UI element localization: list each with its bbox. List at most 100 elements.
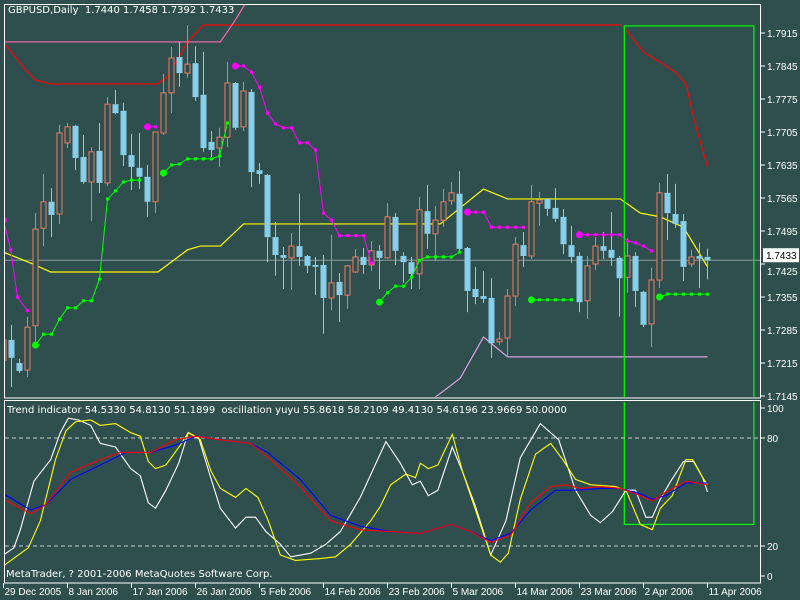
candle-body	[288, 245, 295, 259]
candle[interactable]	[104, 97, 111, 187]
candle[interactable]	[656, 182, 663, 289]
candle[interactable]	[192, 46, 199, 101]
candle[interactable]	[544, 198, 551, 216]
highlight-box-indicator	[623, 402, 755, 525]
candle[interactable]	[688, 249, 695, 267]
candle[interactable]	[680, 214, 687, 281]
candle[interactable]	[480, 271, 487, 304]
candle[interactable]	[608, 212, 615, 266]
price-pane-border	[4, 4, 761, 399]
candle[interactable]	[448, 181, 455, 206]
candle[interactable]	[640, 290, 647, 328]
candle[interactable]	[616, 255, 623, 317]
candle[interactable]	[320, 255, 327, 334]
candle[interactable]	[304, 255, 311, 273]
candle[interactable]	[208, 131, 215, 157]
candle[interactable]	[288, 232, 295, 290]
candle[interactable]	[576, 252, 583, 313]
candle[interactable]	[336, 272, 343, 322]
price-pane[interactable]	[0, 0, 760, 426]
candle[interactable]	[312, 256, 319, 296]
candle[interactable]	[528, 184, 535, 259]
candle[interactable]	[224, 61, 231, 148]
candle[interactable]	[624, 238, 631, 293]
stop-marker	[26, 309, 29, 313]
candle[interactable]	[384, 203, 391, 259]
candle-body	[248, 91, 255, 173]
candle[interactable]	[360, 247, 367, 274]
candle[interactable]	[464, 247, 471, 313]
candle[interactable]	[416, 197, 423, 289]
candle-body	[208, 141, 215, 150]
candle[interactable]	[400, 252, 407, 283]
candle[interactable]	[672, 183, 679, 229]
trend-indicator-values: 54.5330 54.8130 51.1899	[84, 405, 216, 416]
candle[interactable]	[352, 248, 359, 273]
candle[interactable]	[328, 234, 335, 311]
candle-body	[328, 282, 335, 299]
candle[interactable]	[512, 237, 519, 306]
candle[interactable]	[16, 358, 23, 373]
candle[interactable]	[432, 206, 439, 262]
candle[interactable]	[120, 102, 127, 166]
candle[interactable]	[240, 82, 247, 132]
candle[interactable]	[96, 123, 103, 193]
candle[interactable]	[48, 188, 55, 238]
candle-body	[344, 265, 351, 296]
candle[interactable]	[704, 248, 711, 280]
candle[interactable]	[64, 123, 71, 149]
candle[interactable]	[664, 173, 671, 240]
candle[interactable]	[56, 124, 63, 224]
candle[interactable]	[584, 255, 591, 320]
candle[interactable]	[232, 82, 239, 131]
candle[interactable]	[648, 267, 655, 347]
candle[interactable]	[112, 90, 119, 115]
candle[interactable]	[424, 184, 431, 249]
candle[interactable]	[456, 171, 463, 251]
candle[interactable]	[392, 213, 399, 265]
candle[interactable]	[536, 191, 543, 226]
candle[interactable]	[264, 173, 271, 263]
candle[interactable]	[256, 163, 263, 184]
candle[interactable]	[280, 247, 287, 289]
candle[interactable]	[200, 51, 207, 152]
candle[interactable]	[32, 213, 39, 342]
candle[interactable]	[560, 208, 567, 255]
candle[interactable]	[72, 124, 79, 171]
candle[interactable]	[592, 237, 599, 271]
candle[interactable]	[144, 165, 151, 217]
candle[interactable]	[488, 278, 495, 358]
candle[interactable]	[176, 41, 183, 87]
candle[interactable]	[296, 193, 303, 266]
candle[interactable]	[520, 231, 527, 267]
candle[interactable]	[272, 222, 279, 276]
candle[interactable]	[40, 173, 47, 247]
stop-marker	[306, 141, 309, 145]
candle[interactable]	[496, 331, 503, 346]
candle[interactable]	[344, 264, 351, 309]
candle[interactable]	[552, 188, 559, 223]
candle[interactable]	[80, 134, 87, 184]
ohlc-values: 1.7440 1.7458 1.7392 1.7433	[84, 5, 235, 16]
candle[interactable]	[368, 240, 375, 272]
candle[interactable]	[696, 242, 703, 289]
candle-body	[264, 174, 271, 238]
candle[interactable]	[1, 330, 7, 383]
candle[interactable]	[472, 266, 479, 305]
candle[interactable]	[24, 316, 31, 378]
candle[interactable]	[184, 24, 191, 78]
candle[interactable]	[568, 225, 575, 264]
candle[interactable]	[632, 252, 639, 307]
candle[interactable]	[168, 47, 175, 114]
candle[interactable]	[128, 133, 135, 190]
candle[interactable]	[376, 245, 383, 289]
candle[interactable]	[504, 288, 511, 357]
candle[interactable]	[8, 324, 15, 388]
candle[interactable]	[152, 131, 159, 214]
candle[interactable]	[160, 74, 167, 135]
candle[interactable]	[248, 89, 255, 188]
candle[interactable]	[440, 189, 447, 227]
indicator-pane[interactable]	[4, 395, 761, 566]
candle[interactable]	[88, 147, 95, 222]
